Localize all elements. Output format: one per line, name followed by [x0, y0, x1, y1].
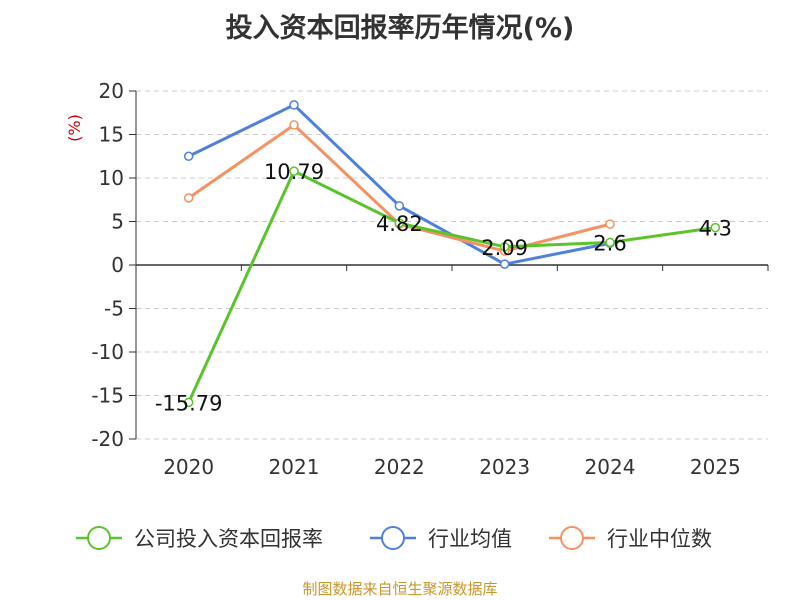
y-tick-label: 15	[99, 123, 124, 147]
y-tick-label: -20	[91, 427, 124, 451]
series-line	[187, 169, 716, 403]
data-point	[183, 193, 194, 203]
x-tick-label: 2022	[374, 455, 425, 479]
x-tick-label: 2025	[690, 455, 741, 479]
data-point	[394, 201, 405, 211]
x-tick-label: 2021	[269, 455, 320, 479]
data-point	[289, 100, 299, 110]
data-label: 10.79	[264, 160, 324, 184]
y-tick-label: 20	[99, 79, 124, 103]
legend-label: 行业均值	[428, 527, 512, 551]
y-tick-label: -10	[91, 340, 124, 364]
legend-marker	[560, 526, 584, 550]
y-tick-label: -5	[104, 297, 124, 321]
data-point	[499, 242, 510, 252]
data-point	[183, 151, 194, 161]
y-axis-label: (%)	[65, 114, 84, 142]
data-point	[183, 397, 194, 408]
data-point	[605, 219, 615, 229]
data-point	[499, 259, 510, 269]
y-tick-label: 10	[99, 166, 124, 190]
x-tick-label: 2024	[585, 455, 636, 479]
y-tick-label: 5	[111, 210, 124, 234]
data-point	[289, 120, 299, 130]
data-label: 4.82	[376, 212, 423, 236]
data-label: 2.09	[481, 236, 528, 260]
x-tick-label: 2023	[479, 455, 530, 479]
data-point	[394, 218, 405, 228]
chart-title: 投入资本回报率历年情况(%)	[225, 13, 575, 44]
y-tick-label: 0	[111, 253, 124, 277]
x-tick-label: 2020	[163, 455, 214, 479]
data-label: 2.6	[593, 231, 626, 255]
source-note: 制图数据来自恒生聚源数据库	[302, 580, 498, 598]
data-label: -15.79	[155, 391, 223, 415]
data-point	[289, 166, 299, 176]
data-point	[605, 237, 615, 248]
legend-marker	[87, 526, 111, 550]
data-point	[710, 222, 721, 233]
data-label: 4.3	[699, 217, 732, 241]
legend-marker	[381, 526, 405, 550]
legend-label: 行业中位数	[607, 527, 712, 551]
legend-label: 公司投入资本回报率	[134, 527, 323, 551]
y-tick-label: -15	[91, 384, 124, 408]
